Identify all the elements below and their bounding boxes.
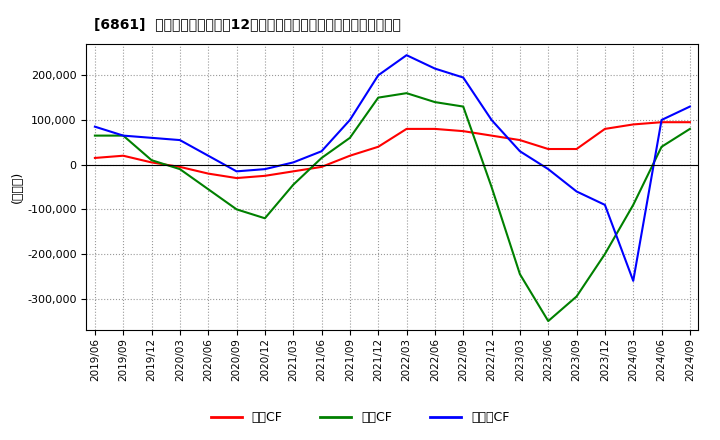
フリーCF — [374, 73, 382, 78]
フリーCF — [233, 169, 241, 174]
営業CF — [402, 126, 411, 132]
フリーCF — [91, 124, 99, 129]
営業CF — [204, 171, 212, 176]
フリーCF — [685, 104, 694, 109]
フリーCF — [459, 75, 467, 80]
Text: [6861]  キャッシュフローの12か月移動合計の対前年同期増減額の推移: [6861] キャッシュフローの12か月移動合計の対前年同期増減額の推移 — [94, 18, 400, 32]
営業CF — [346, 153, 354, 158]
営業CF — [318, 164, 326, 169]
Legend: 営業CF, 投資CF, フリーCF: 営業CF, 投資CF, フリーCF — [206, 407, 514, 429]
投資CF — [487, 184, 496, 190]
営業CF — [148, 160, 156, 165]
営業CF — [600, 126, 609, 132]
フリーCF — [516, 149, 524, 154]
投資CF — [318, 155, 326, 161]
営業CF — [685, 120, 694, 125]
営業CF — [487, 133, 496, 138]
Y-axis label: (百万円): (百万円) — [12, 171, 24, 203]
フリーCF — [176, 137, 184, 143]
営業CF — [544, 147, 552, 152]
営業CF — [431, 126, 439, 132]
投資CF — [572, 294, 581, 299]
フリーCF — [544, 166, 552, 172]
フリーCF — [346, 117, 354, 123]
フリーCF — [402, 52, 411, 58]
営業CF — [91, 155, 99, 161]
投資CF — [91, 133, 99, 138]
フリーCF — [261, 166, 269, 172]
フリーCF — [204, 153, 212, 158]
フリーCF — [657, 117, 666, 123]
投資CF — [233, 207, 241, 212]
投資CF — [289, 182, 297, 187]
フリーCF — [600, 202, 609, 208]
フリーCF — [572, 189, 581, 194]
投資CF — [431, 99, 439, 105]
フリーCF — [318, 149, 326, 154]
投資CF — [600, 251, 609, 257]
投資CF — [629, 202, 637, 208]
Line: フリーCF: フリーCF — [95, 55, 690, 281]
投資CF — [544, 319, 552, 324]
営業CF — [119, 153, 127, 158]
営業CF — [459, 128, 467, 134]
営業CF — [233, 176, 241, 181]
営業CF — [572, 147, 581, 152]
営業CF — [176, 164, 184, 169]
投資CF — [176, 166, 184, 172]
投資CF — [402, 91, 411, 96]
Line: 営業CF: 営業CF — [95, 122, 690, 178]
フリーCF — [289, 160, 297, 165]
投資CF — [459, 104, 467, 109]
投資CF — [657, 144, 666, 150]
フリーCF — [629, 278, 637, 283]
フリーCF — [148, 135, 156, 140]
営業CF — [657, 120, 666, 125]
フリーCF — [431, 66, 439, 71]
営業CF — [374, 144, 382, 150]
投資CF — [374, 95, 382, 100]
投資CF — [685, 126, 694, 132]
営業CF — [289, 169, 297, 174]
営業CF — [516, 137, 524, 143]
フリーCF — [487, 117, 496, 123]
投資CF — [346, 135, 354, 140]
投資CF — [204, 187, 212, 192]
投資CF — [516, 271, 524, 277]
営業CF — [629, 122, 637, 127]
フリーCF — [119, 133, 127, 138]
投資CF — [148, 158, 156, 163]
投資CF — [261, 216, 269, 221]
営業CF — [261, 173, 269, 179]
投資CF — [119, 133, 127, 138]
Line: 投資CF: 投資CF — [95, 93, 690, 321]
